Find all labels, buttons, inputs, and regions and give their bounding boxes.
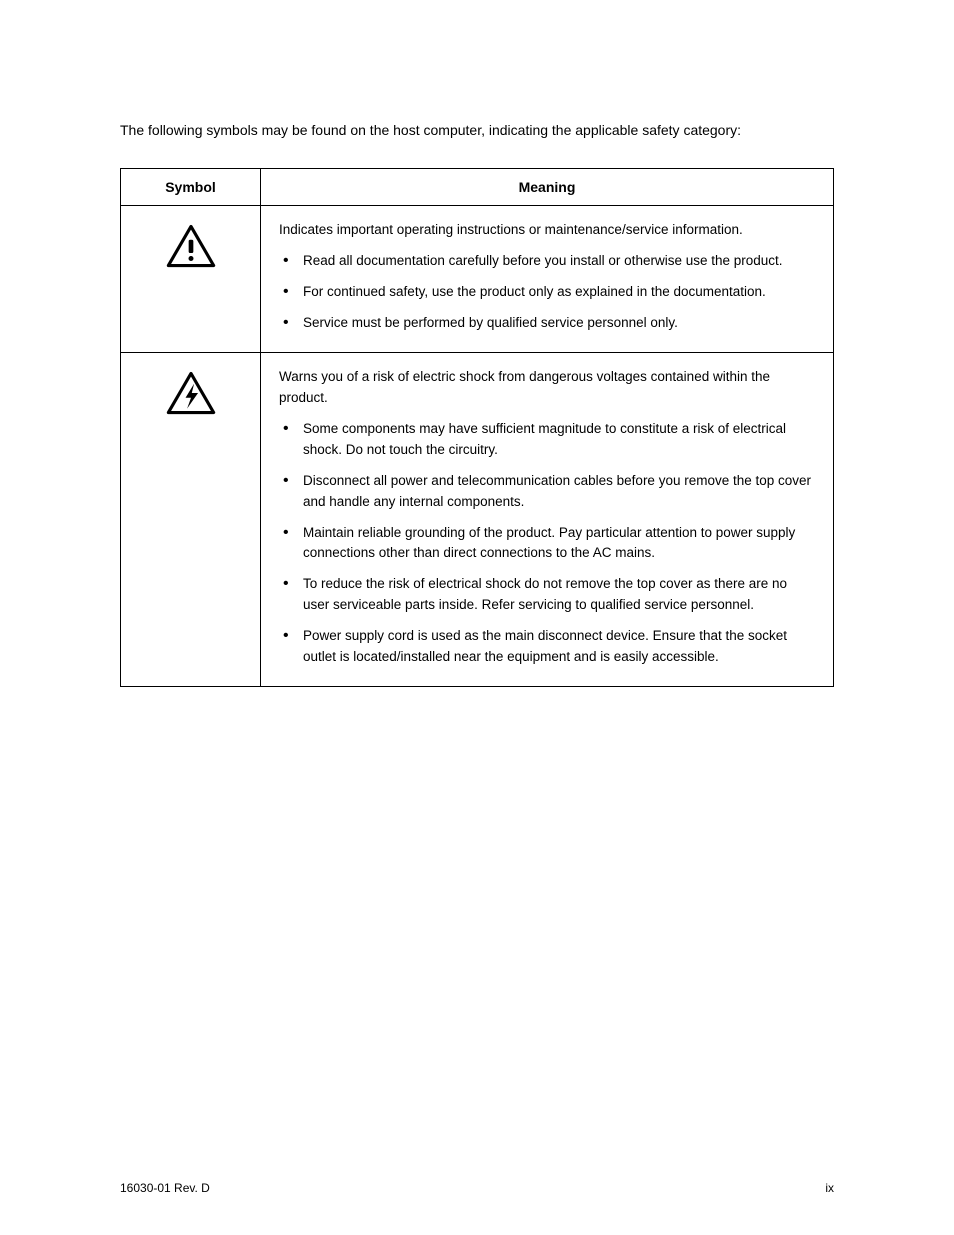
- shock-item: Power supply cord is used as the main di…: [283, 626, 815, 668]
- symbol-cell-warning: [121, 206, 261, 353]
- shock-item: Disconnect all power and telecommunicati…: [283, 471, 815, 513]
- shock-item: To reduce the risk of electrical shock d…: [283, 574, 815, 616]
- symbol-cell-shock: [121, 352, 261, 686]
- footer-left: 16030-01 Rev. D: [120, 1181, 210, 1195]
- safety-symbols-table: Symbol Meaning Indicates important opera…: [120, 168, 834, 687]
- intro-text: The following symbols may be found on th…: [120, 120, 834, 140]
- row-warning: Indicates important operating instructio…: [121, 206, 834, 353]
- warning-lead: Indicates important operating instructio…: [279, 220, 815, 241]
- shock-item: Maintain reliable grounding of the produ…: [283, 523, 815, 565]
- meaning-cell-shock: Warns you of a risk of electric shock fr…: [261, 352, 834, 686]
- warning-item: Service must be performed by qualified s…: [283, 313, 815, 334]
- row-shock: Warns you of a risk of electric shock fr…: [121, 352, 834, 686]
- shock-lead: Warns you of a risk of electric shock fr…: [279, 367, 815, 409]
- header-meaning: Meaning: [261, 169, 834, 206]
- shock-triangle-icon: [166, 371, 216, 415]
- shock-item: Some components may have sufficient magn…: [283, 419, 815, 461]
- footer-right: ix: [825, 1181, 834, 1195]
- header-symbol: Symbol: [121, 169, 261, 206]
- warning-item: For continued safety, use the product on…: [283, 282, 815, 303]
- warning-item: Read all documentation carefully before …: [283, 251, 815, 272]
- warning-triangle-icon: [166, 224, 216, 268]
- meaning-cell-warning: Indicates important operating instructio…: [261, 206, 834, 353]
- page-footer: 16030-01 Rev. D ix: [0, 1181, 954, 1195]
